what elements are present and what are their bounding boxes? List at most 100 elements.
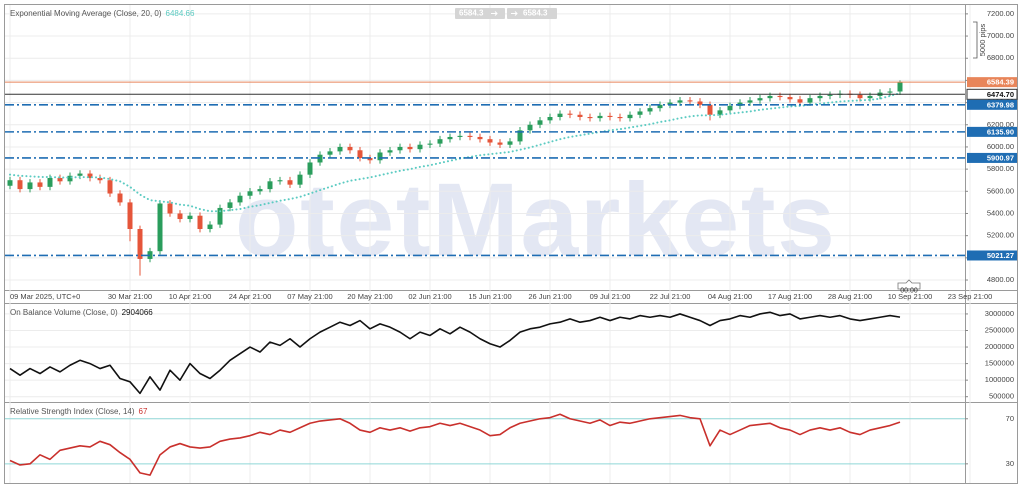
candle-body bbox=[747, 100, 753, 103]
price-badge bbox=[967, 99, 1017, 110]
candle-body bbox=[237, 195, 243, 203]
price-button[interactable] bbox=[455, 8, 505, 19]
candle-body bbox=[27, 182, 33, 190]
series-line bbox=[9, 92, 901, 213]
candle-body bbox=[787, 97, 793, 100]
candle-body bbox=[777, 95, 783, 98]
y-tick-label: 4800.00 bbox=[987, 275, 1014, 284]
candle-body bbox=[57, 177, 63, 182]
x-tick-label: 04 Aug 21:00 bbox=[708, 292, 752, 301]
price-badge-label: 5021.27 bbox=[987, 251, 1014, 260]
candle-body bbox=[117, 193, 123, 203]
panel-value: 6484.66 bbox=[166, 9, 195, 18]
price-badge bbox=[967, 250, 1017, 261]
y-tick-label: 1500000 bbox=[985, 359, 1014, 368]
candle-body bbox=[457, 135, 463, 137]
x-tick-label: 09 Mar 2025, UTC+0 bbox=[10, 292, 80, 301]
candle-body bbox=[447, 136, 453, 140]
price-button-label: 6584.3 bbox=[459, 9, 484, 18]
candle-body bbox=[827, 94, 833, 96]
y-tick-label: 500000 bbox=[989, 392, 1014, 401]
candle-body bbox=[597, 115, 603, 119]
candle-body bbox=[427, 143, 433, 145]
candle-body bbox=[417, 144, 423, 150]
candle-body bbox=[697, 101, 703, 105]
candle-body bbox=[207, 224, 213, 230]
panel-title: Relative Strength Index (Close, 14) bbox=[10, 407, 135, 416]
candle-body bbox=[407, 146, 413, 150]
candle-body bbox=[227, 202, 233, 208]
watermark: otetMarkets bbox=[235, 162, 835, 278]
button-arrow bbox=[491, 11, 498, 16]
y-tick-label: 6000.00 bbox=[987, 142, 1014, 151]
x-tick-label: 23 Sep 21:00 bbox=[948, 292, 993, 301]
candle-body bbox=[377, 152, 383, 161]
candle-body bbox=[137, 229, 143, 259]
candle-body bbox=[257, 189, 263, 192]
y-tick-label: 6800.00 bbox=[987, 53, 1014, 62]
price-badge-label: 6379.98 bbox=[987, 100, 1014, 109]
x-tick-label: 24 Apr 21:00 bbox=[229, 292, 272, 301]
candle-body bbox=[367, 158, 373, 161]
price-badge-label: 6584.39 bbox=[987, 78, 1014, 87]
scale-note: 5000 pips bbox=[978, 23, 987, 56]
panel-value: 2904066 bbox=[122, 308, 154, 317]
y-tick-label: 5600.00 bbox=[987, 186, 1014, 195]
scale-bracket bbox=[973, 21, 978, 59]
y-tick-label: 30 bbox=[1006, 459, 1014, 468]
price-badge-label: 5900.97 bbox=[987, 153, 1014, 162]
price-badge bbox=[967, 77, 1017, 88]
candle-body bbox=[127, 202, 133, 230]
y-tick-label: 2000000 bbox=[985, 342, 1014, 351]
candle-body bbox=[867, 95, 873, 99]
y-tick-label: 6200.00 bbox=[987, 120, 1014, 129]
price-badge-label: 6135.90 bbox=[987, 127, 1014, 136]
candle-body bbox=[197, 215, 203, 230]
candle-body bbox=[647, 108, 653, 112]
frame bbox=[4, 4, 1018, 484]
x-tick-label: 28 Aug 21:00 bbox=[828, 292, 872, 301]
price-button-label: 6584.3 bbox=[523, 9, 548, 18]
candle-body bbox=[307, 162, 313, 175]
candle-body bbox=[617, 117, 623, 119]
panel-title: On Balance Volume (Close, 0) bbox=[10, 308, 118, 317]
candle-body bbox=[527, 124, 533, 131]
candle-body bbox=[817, 95, 823, 99]
price-button[interactable] bbox=[507, 8, 557, 19]
candle-body bbox=[767, 95, 773, 99]
candle-body bbox=[97, 177, 103, 181]
x-tick-label: 17 Aug 21:00 bbox=[768, 292, 812, 301]
candle-body bbox=[247, 191, 253, 196]
x-tick-label: 30 Mar 21:00 bbox=[108, 292, 152, 301]
candle-body bbox=[37, 182, 43, 187]
price-badge bbox=[967, 152, 1017, 163]
candle-body bbox=[437, 139, 443, 144]
x-tick-label: 20 May 21:00 bbox=[347, 292, 392, 301]
price-badge-label: 6474.70 bbox=[987, 90, 1014, 99]
candle-body bbox=[517, 130, 523, 142]
candle-body bbox=[577, 114, 583, 118]
y-tick-label: 2500000 bbox=[985, 325, 1014, 334]
candle-body bbox=[547, 117, 553, 121]
candle-body bbox=[477, 136, 483, 140]
candle-body bbox=[7, 180, 13, 186]
candle-body bbox=[357, 150, 363, 159]
candle-body bbox=[757, 98, 763, 101]
candle-body bbox=[797, 99, 803, 103]
candle-body bbox=[217, 207, 223, 225]
candle-body bbox=[397, 146, 403, 151]
x-tick-label: 26 Jun 21:00 bbox=[528, 292, 571, 301]
y-tick-label: 3000000 bbox=[985, 309, 1014, 318]
candle-body bbox=[107, 180, 113, 194]
candle-body bbox=[627, 114, 633, 119]
candle-body bbox=[467, 135, 473, 137]
candle-body bbox=[537, 120, 543, 125]
candle-body bbox=[347, 146, 353, 151]
candle-body bbox=[387, 150, 393, 153]
x-tick-label: 07 May 21:00 bbox=[287, 292, 332, 301]
candle-body bbox=[67, 175, 73, 182]
candle-body bbox=[587, 117, 593, 119]
y-tick-label: 5800.00 bbox=[987, 164, 1014, 173]
candle-body bbox=[337, 146, 343, 152]
